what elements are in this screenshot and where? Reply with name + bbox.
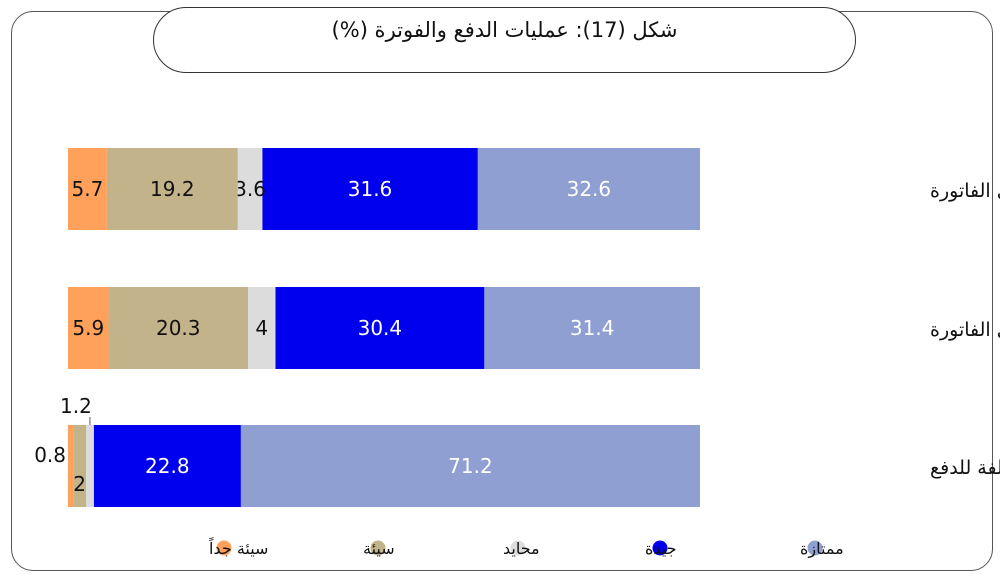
legend-swatch: [652, 540, 668, 556]
bar-value-label: 22.8: [145, 454, 190, 478]
bar-segment: [240, 425, 700, 507]
bar-value-label: 30.4: [358, 316, 403, 340]
bar-value-label: 5.9: [72, 316, 104, 340]
bar-segment: [477, 148, 700, 230]
legend-swatch: [807, 540, 823, 556]
bar-value-label: 32.6: [567, 177, 612, 201]
bar-value-label: 1.2: [60, 394, 92, 418]
bar-segment: [262, 148, 478, 230]
bar-segment: [106, 148, 238, 230]
bar-value-label: 71.2: [448, 454, 493, 478]
legend-label: جيدة: [645, 539, 677, 558]
legend: ممتازة جيدة محايد سيئة سيئة جداً: [208, 536, 843, 559]
legend-swatch: [216, 540, 232, 556]
legend-label: سيئة: [363, 539, 395, 558]
legend-swatch: [370, 540, 386, 556]
bar-segment: [275, 287, 485, 369]
bar-value-label: 5.7: [72, 177, 104, 201]
category-label: تسهيلات مختلفة للدفع: [930, 457, 1000, 479]
bar-segment: [237, 148, 263, 230]
legend-swatch: [510, 540, 526, 556]
legend-label: محايد: [503, 539, 540, 558]
bar-value-label: 31.6: [348, 177, 393, 201]
bar-segment: [108, 287, 248, 369]
category-label: دقة البيانات الواردة في الفاتورة: [930, 319, 1000, 341]
bar-segment: [68, 287, 109, 369]
bar-segment: [247, 287, 276, 369]
bar-value-label: 2: [73, 472, 86, 496]
bar-value-label: 3.6: [234, 177, 266, 201]
bar-value-label: 19.2: [150, 177, 195, 201]
bar-segment: [484, 287, 700, 369]
category-label: كفاية المعلومات الواردة في الفاتورة: [930, 180, 1000, 202]
bar-value-label: 20.3: [156, 316, 201, 340]
legend-label: ممتازة: [800, 539, 844, 559]
bar-segment: [73, 425, 87, 507]
legend-label: سيئة جداً: [208, 536, 268, 558]
bar-segment: [93, 425, 241, 507]
bar-segment: [68, 425, 74, 507]
bar-value-label: 0.8: [34, 443, 66, 467]
bar-segment: [68, 148, 107, 230]
bar-value-label: 4: [255, 316, 268, 340]
chart-title-box: شكل (17): عمليات الدفع والفوترة (%): [153, 7, 856, 73]
chart-title: شكل (17): عمليات الدفع والفوترة (%): [331, 18, 678, 42]
bar-segment: [86, 425, 94, 507]
bar-value-label: 31.4: [570, 316, 615, 340]
bars-layer: 32.6 31.6 3.6 19.2 5.7 كفاية المعلومات الوارد…: [34, 148, 1000, 507]
